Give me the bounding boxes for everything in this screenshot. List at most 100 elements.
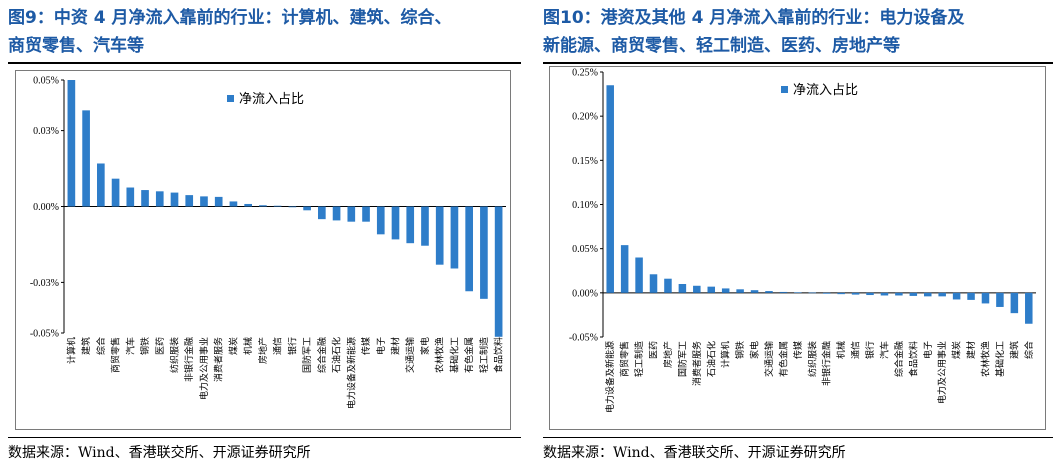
x-tick-label-text: 综合 [95, 337, 107, 355]
bar [376, 206, 385, 235]
x-tick-label: 综合金融 [893, 341, 905, 377]
x-tick-label-text: 交通运输 [763, 341, 775, 377]
x-tick-label: 消费者服务 [213, 337, 225, 382]
x-tick-label: 基础化工 [448, 337, 460, 373]
bar [97, 163, 105, 207]
x-tick-label: 银行 [864, 341, 876, 359]
x-tick-label-text: 家电 [419, 337, 431, 355]
x-tick-label-text: 医药 [649, 341, 660, 359]
source-note: 数据来源：Wind、香港联交所、开源证券研究所 [543, 445, 846, 461]
x-tick-label-text: 消费者服务 [213, 337, 225, 382]
x-tick-label-text: 综合金融 [893, 341, 905, 377]
x-tick-label-text: 银行 [286, 337, 298, 355]
bar [244, 203, 252, 207]
x-tick-label: 房地产 [662, 341, 674, 368]
chart-title-line1: 图10：港资及其他 4 月净流入靠前的行业：电力设备及 [543, 8, 965, 28]
bar [450, 206, 459, 269]
x-tick-label-text: 家电 [749, 341, 761, 359]
bar [67, 80, 76, 207]
bar [938, 292, 946, 297]
x-tick-label-text: 通信 [272, 337, 284, 355]
x-tick-label: 国防军工 [676, 341, 688, 377]
bar [981, 292, 990, 304]
bar [1010, 292, 1019, 314]
x-tick-label-text: 建材 [965, 341, 977, 359]
bar [259, 205, 267, 207]
source-rule [8, 437, 521, 438]
y-tick-label: -0.05% [30, 329, 59, 340]
bar [170, 192, 179, 207]
x-tick-label-text: 计算机 [65, 337, 77, 364]
x-tick-label: 计算机 [720, 341, 732, 368]
x-tick-label-text: 基础化工 [448, 337, 460, 373]
x-tick-label-text: 通信 [850, 341, 862, 359]
x-tick-label: 汽车 [124, 337, 136, 355]
x-tick-label: 计算机 [65, 337, 77, 364]
x-tick-label-text: 计算机 [720, 341, 732, 368]
x-tick-label-text: 纺织服装 [169, 337, 181, 373]
bar [273, 205, 282, 207]
bar [362, 206, 370, 222]
x-tick-label-text: 食品饮料 [493, 337, 505, 373]
x-tick-label-text: 电力及公用事业 [936, 341, 948, 404]
bar [465, 206, 473, 292]
x-tick-label: 机械 [242, 337, 254, 355]
bar [288, 206, 297, 208]
x-tick-label-text: 有色金属 [463, 337, 475, 373]
bar [996, 292, 1004, 307]
bar [664, 278, 672, 293]
x-tick-label-text: 消费者服务 [691, 341, 703, 386]
bar [391, 206, 400, 240]
x-tick-label-text: 综合金融 [316, 337, 328, 373]
bar [895, 292, 903, 296]
x-tick-label-text: 石油石化 [331, 337, 343, 373]
x-tick-label-text: 银行 [864, 341, 876, 359]
x-tick-label: 商贸零售 [110, 337, 122, 373]
x-tick-label: 电子 [922, 341, 934, 359]
x-tick-label: 煤炭 [227, 337, 239, 355]
x-tick-label: 农林牧渔 [434, 337, 446, 373]
x-tick-label: 电力设备及新能源 [345, 337, 357, 409]
x-tick-label: 综合金融 [316, 337, 328, 373]
bar [779, 291, 788, 293]
x-tick-label: 建材 [965, 341, 977, 359]
source-note: 数据来源：Wind、香港联交所、开源证券研究所 [8, 445, 311, 461]
x-tick-label: 传媒 [792, 341, 804, 359]
y-tick-label: 0.00% [33, 202, 59, 213]
y-tick-label: -0.03% [30, 278, 59, 289]
legend-label: 净流入占比 [793, 83, 858, 98]
x-tick-label: 综合 [95, 337, 107, 355]
bar [421, 206, 429, 246]
y-tick-label: -0.05% [569, 333, 598, 344]
x-tick-label: 建筑 [1008, 341, 1020, 359]
x-tick-label: 通信 [272, 337, 284, 355]
bar [909, 292, 918, 296]
bar [435, 206, 444, 265]
bar [406, 206, 415, 244]
x-tick-label: 电力及公用事业 [198, 337, 210, 400]
x-tick-label: 非银行金融 [821, 341, 833, 386]
x-tick-label-text: 建筑 [80, 337, 92, 355]
x-tick-label-text: 钢铁 [734, 341, 746, 359]
bar [851, 292, 860, 295]
x-tick-label-text: 基础化工 [994, 341, 1006, 377]
bar [765, 291, 773, 293]
x-tick-label-text: 农林牧渔 [434, 337, 446, 373]
bar [606, 85, 614, 293]
bar [185, 195, 194, 207]
x-tick-label: 房地产 [257, 337, 269, 364]
x-tick-label: 轻工制造 [478, 337, 490, 373]
y-tick-label: 0.00% [572, 288, 598, 299]
x-tick-label: 纺织服装 [169, 337, 181, 373]
chart-title-line2: 商贸零售、汽车等 [8, 36, 144, 56]
x-tick-label-text: 食品饮料 [907, 341, 919, 377]
title-rule [543, 62, 1053, 64]
chart-frame [15, 70, 511, 430]
y-tick-label: 0.25% [572, 68, 598, 79]
x-tick-label-text: 机械 [242, 337, 254, 355]
chart-left-svg: 0.05% 0.03% 0.00% -0.03% -0.05% 计算机 建筑 综合 商贸零售 汽车… [30, 76, 506, 409]
x-tick-label: 基础化工 [994, 341, 1006, 377]
bar [155, 191, 164, 207]
y-tick-label: 0.05% [572, 244, 598, 255]
x-tick-label-text: 传媒 [360, 337, 372, 355]
